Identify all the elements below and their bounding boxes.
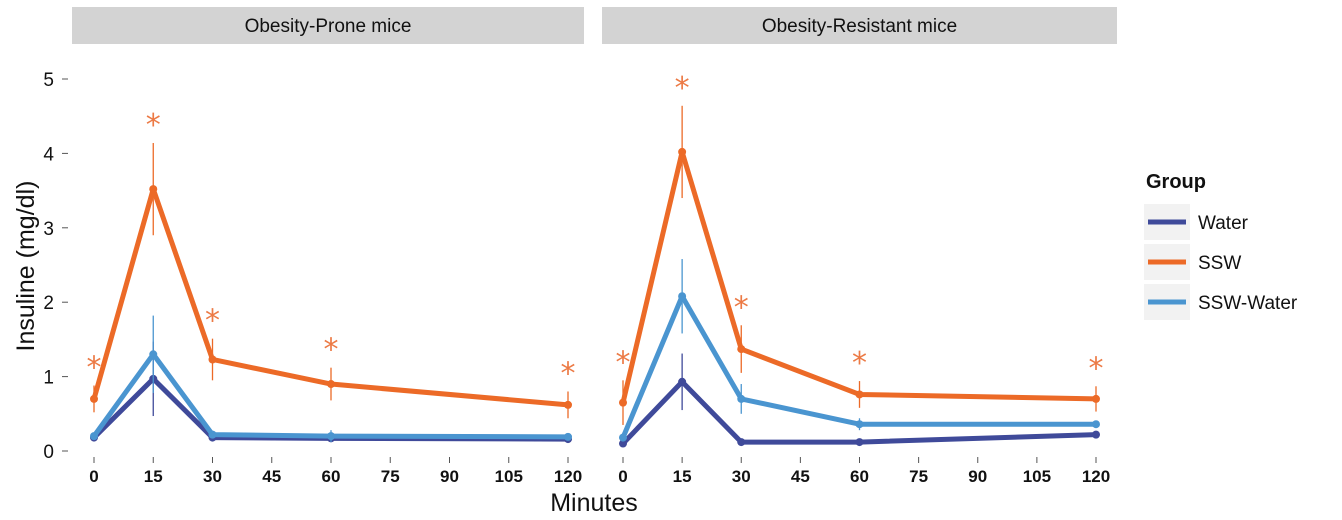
series-ssw <box>619 105 1100 425</box>
x-tick-label: 45 <box>791 467 810 486</box>
y-axis-title: Insuline (mg/dl) <box>12 181 40 352</box>
significance-star: * <box>205 304 220 339</box>
significance-star: * <box>852 346 867 381</box>
data-point <box>737 394 746 403</box>
y-tick-label: 5 <box>43 70 54 91</box>
y-tick-label: 2 <box>43 293 54 314</box>
data-point <box>855 420 864 429</box>
x-tick-label: 45 <box>262 467 281 486</box>
data-point <box>1092 394 1100 403</box>
significance-star: * <box>324 333 339 368</box>
panel-title: Obesity-Prone mice <box>245 16 412 37</box>
series-ssw-water <box>619 259 1100 442</box>
series-water <box>619 353 1100 448</box>
x-tick-label: 0 <box>618 467 627 486</box>
legend-title: Group <box>1146 171 1206 193</box>
data-point <box>855 438 864 447</box>
x-tick-label: 60 <box>850 467 869 486</box>
data-point <box>564 400 572 409</box>
data-point <box>327 432 335 441</box>
x-tick-label: 105 <box>495 467 523 486</box>
data-point <box>737 345 746 354</box>
y-tick-label: 4 <box>43 144 54 165</box>
y-tick-label: 1 <box>43 368 54 389</box>
data-point <box>855 390 864 399</box>
x-tick-label: 105 <box>1023 467 1051 486</box>
x-tick-label: 0 <box>89 467 98 486</box>
x-tick-label: 15 <box>144 467 163 486</box>
data-point <box>1092 420 1100 429</box>
panel-2: Obesity-Resistant mice 0 15 30 45 60 75 90 105 12… <box>602 7 1117 486</box>
data-point <box>149 185 158 194</box>
data-point <box>90 432 98 441</box>
x-tick-label: 120 <box>554 467 582 486</box>
data-point <box>737 438 746 447</box>
panel-strip <box>72 7 584 44</box>
data-point <box>619 398 627 407</box>
series-ssw-water <box>90 315 572 443</box>
data-point <box>564 432 572 441</box>
x-tick-label: 30 <box>732 467 751 486</box>
data-point <box>678 292 687 301</box>
legend-items: Water SSW SSW-Water <box>1144 204 1298 320</box>
x-tick-label: 120 <box>1082 467 1110 486</box>
data-point <box>619 439 627 448</box>
panel-strip <box>602 7 1117 44</box>
data-point <box>327 380 335 389</box>
significance-star: * <box>616 345 631 380</box>
data-point <box>1092 430 1100 439</box>
y-tick-label: 0 <box>43 442 54 463</box>
data-point <box>678 147 687 156</box>
data-point <box>90 394 98 403</box>
legend-label: SSW <box>1198 253 1241 274</box>
series-ssw <box>90 142 572 419</box>
data-point <box>208 430 217 439</box>
x-axis-title: Minutes <box>550 489 638 517</box>
x-tick-label: 60 <box>322 467 341 486</box>
data-point <box>208 355 217 364</box>
x-tick-label: 75 <box>909 467 928 486</box>
x-tick-label: 30 <box>203 467 222 486</box>
significance-star: * <box>1089 351 1104 386</box>
significance-star: * <box>734 290 749 325</box>
panel-title: Obesity-Resistant mice <box>762 16 957 37</box>
y-tick-label: 3 <box>43 219 54 240</box>
data-point <box>678 377 687 386</box>
significance-star: * <box>561 356 576 391</box>
data-point <box>619 433 627 442</box>
x-tick-label: 90 <box>440 467 459 486</box>
legend: Group Water SSW SSW-Water <box>1144 171 1298 320</box>
significance-star: * <box>87 351 102 386</box>
legend-label: SSW-Water <box>1198 293 1298 314</box>
x-tick-label: 15 <box>673 467 692 486</box>
x-tick-label: 75 <box>381 467 400 486</box>
significance-star: * <box>675 71 690 106</box>
legend-label: Water <box>1198 213 1249 234</box>
panel-1: Obesity-Prone mice 0 15 30 45 60 75 90 105 120 * * *… <box>72 7 584 486</box>
significance-star: * <box>146 108 161 143</box>
x-tick-label: 90 <box>968 467 987 486</box>
data-point <box>149 350 158 359</box>
